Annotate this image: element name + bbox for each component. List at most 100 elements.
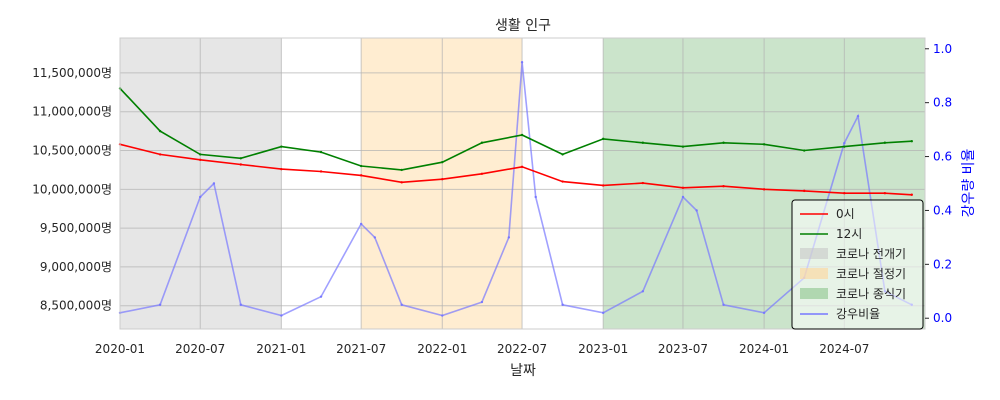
legend-label: 12시: [836, 227, 862, 241]
series-point: [158, 153, 162, 156]
series-point: [319, 150, 323, 154]
series-point: [561, 153, 564, 156]
series-point: [520, 61, 524, 64]
x-axis: 2020-01 2020-07 2021-01 2021-07 2022-01 2022-…: [95, 342, 869, 356]
series-point: [199, 153, 202, 156]
series-point: [762, 188, 766, 191]
series-point: [199, 195, 202, 199]
y2-axis-label: 강우량 비율: [961, 148, 977, 217]
y2-tick-label: 0.2: [933, 257, 952, 271]
legend-label: 코로나 전개기: [836, 247, 906, 261]
series-point: [400, 303, 403, 306]
series-point: [158, 303, 162, 306]
x-tick-label: 2021-07: [336, 342, 386, 356]
y2-tick-label: 0.4: [933, 203, 952, 217]
series-point: [359, 164, 363, 168]
series-point: [601, 137, 605, 141]
y-axis-right: 0.0 0.2 0.4 0.6 0.8 1.0: [925, 42, 952, 325]
series-point: [507, 236, 511, 239]
x-tick-label: 2022-01: [417, 342, 467, 356]
series-point: [722, 141, 725, 144]
series-point: [520, 165, 524, 169]
series-point: [373, 236, 377, 239]
y2-tick-label: 1.0: [933, 42, 952, 56]
series-point: [762, 311, 766, 315]
y-tick-label: 9,000,000명: [40, 260, 112, 274]
series-point: [319, 170, 323, 173]
legend-label: 코로나 절정기: [836, 267, 906, 281]
series-point: [534, 195, 537, 199]
y2-tick-label: 0.8: [933, 96, 952, 110]
series-point: [400, 181, 403, 184]
series-point: [803, 189, 806, 193]
series-point: [722, 303, 725, 306]
series-point: [681, 145, 685, 148]
series-point: [695, 209, 698, 212]
plot-frame: [119, 37, 926, 330]
series-point: [561, 303, 564, 306]
series-point: [910, 140, 913, 143]
series-point: [212, 182, 216, 185]
series-point: [883, 141, 887, 144]
y-tick-label: 10,000,000명: [32, 182, 112, 196]
legend-swatch: [800, 268, 828, 279]
x-tick-label: 2023-07: [658, 342, 708, 356]
x-tick-label: 2021-01: [256, 342, 306, 356]
series-point: [681, 186, 685, 189]
legend-swatch: [800, 288, 828, 299]
series-point: [601, 184, 605, 187]
series-point: [803, 149, 806, 152]
series-point: [641, 181, 645, 185]
series-point: [601, 311, 605, 315]
y-axis-left: 8,500,000명 9,000,000명 9,500,000명 10,000,000…: [32, 66, 112, 313]
x-tick-label: 2022-07: [497, 342, 547, 356]
series-point: [280, 167, 283, 171]
series-point: [480, 172, 484, 175]
x-tick-label: 2024-07: [819, 342, 869, 356]
legend-swatch: [800, 248, 828, 259]
gridlines: [119, 38, 925, 329]
series-point: [561, 180, 564, 183]
series-point: [480, 300, 484, 304]
series-point: [641, 290, 645, 293]
x-tick-label: 2020-01: [95, 342, 145, 356]
x-tick-label: 2023-01: [578, 342, 628, 356]
series-point: [441, 160, 444, 164]
series-point: [280, 145, 283, 148]
plot-area: [118, 61, 913, 317]
y-tick-label: 8,500,000명: [40, 299, 112, 313]
series-point: [319, 295, 323, 298]
y-tick-label: 11,500,000명: [32, 66, 112, 80]
series-point: [843, 145, 846, 148]
series-point: [762, 143, 766, 146]
x-tick-label: 2020-07: [175, 342, 225, 356]
legend-label: 강우비율: [836, 307, 880, 321]
y-tick-label: 11,000,000명: [32, 105, 112, 119]
series-point: [843, 192, 846, 195]
series-point: [520, 133, 524, 137]
series-point: [722, 185, 725, 188]
series-point: [856, 114, 860, 118]
y-tick-label: 9,500,000명: [40, 221, 112, 235]
y-tick-label: 10,500,000명: [32, 144, 112, 158]
series-point: [400, 168, 403, 172]
legend-label: 0시: [836, 207, 855, 221]
series-point: [158, 129, 162, 133]
series-point: [681, 195, 685, 199]
series-point: [441, 178, 444, 181]
series-point: [280, 314, 283, 317]
series-point: [641, 141, 645, 144]
series-point: [480, 141, 484, 144]
series-point: [359, 174, 363, 177]
chart-title: 생활 인구: [495, 18, 551, 34]
series-point: [199, 158, 202, 162]
series-point: [239, 163, 242, 166]
y2-tick-label: 0.0: [933, 311, 952, 325]
y2-tick-label: 0.6: [933, 150, 952, 164]
series-point: [843, 141, 846, 145]
series-point: [239, 303, 242, 306]
x-axis-label: 날짜: [510, 363, 536, 379]
legend-label: 코로나 종식기: [836, 287, 906, 301]
